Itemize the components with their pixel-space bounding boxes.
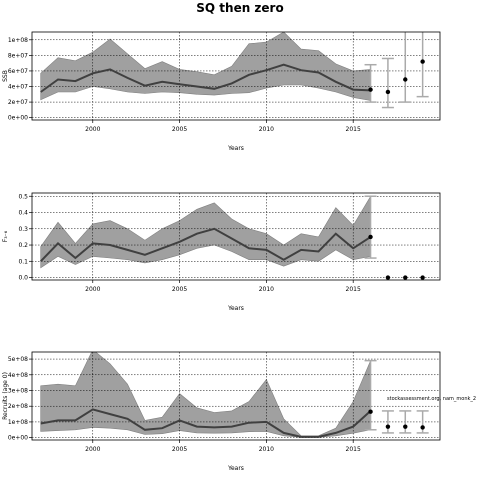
forecast-point (403, 77, 408, 82)
panel-2: 2000 2005 2010 2015 0.0 0.1 0.2 0.3 0.4 0.5 Years F… (2, 192, 441, 312)
y-axis-label: F₃₋₆ (2, 230, 9, 242)
x-tick-label: 2015 (346, 126, 361, 133)
x-tick-label: 2005 (172, 126, 187, 133)
forecast-point (385, 89, 391, 95)
y-tick-label: 0.3 (18, 226, 28, 233)
forecast-point (368, 87, 373, 92)
y-tick-label: 2e+08 (8, 403, 28, 410)
y-tick-label: 1e+08 (8, 37, 28, 44)
plot-frame (31, 31, 441, 121)
y-tick-label: 4e+07 (8, 84, 28, 91)
y-tick-label: 0.4 (18, 210, 28, 217)
forecast-point (420, 59, 425, 64)
forecast-point (385, 275, 391, 280)
confidence-band (40, 352, 371, 438)
plot-frame (31, 351, 441, 441)
x-axis-label: Years (227, 465, 244, 472)
x-tick-label: 2010 (259, 446, 274, 453)
forecast-point (368, 234, 373, 240)
x-axis-label: Years (227, 305, 244, 312)
y-tick-label: 1e+08 (8, 419, 28, 426)
y-tick-label: 6e+07 (8, 68, 28, 75)
confidence-band (40, 32, 371, 101)
x-axis-label: Years (227, 145, 244, 152)
x-tick-label: 2005 (172, 446, 187, 453)
x-tick-label: 2000 (85, 446, 100, 453)
x-tick-label: 2000 (85, 286, 100, 293)
estimate-line (40, 408, 372, 438)
y-tick-label: 4e+08 (8, 372, 28, 379)
figure-title: SQ then zero (196, 1, 283, 15)
y-tick-label: 0e+00 (8, 115, 28, 122)
forecast-point (403, 424, 408, 429)
x-tick-label: 2005 (172, 286, 187, 293)
x-tick-label: 2000 (85, 126, 100, 133)
y-tick-label: 0.5 (18, 193, 28, 200)
x-tick-label: 2010 (259, 126, 274, 133)
x-tick-label: 2010 (259, 286, 274, 293)
forecast-point (420, 275, 425, 280)
y-tick-label: 0.1 (18, 258, 28, 265)
forecast-point (385, 424, 391, 429)
panel-3: 2000 2005 2010 2015 0e+00 1e+08 2e+08 3e+08 4e+0… (2, 351, 441, 472)
plot-frame (31, 192, 441, 281)
panel-1: 2000 2005 2010 2015 0e+00 2e+07 4e+07 6e+07 8e+0… (2, 31, 441, 152)
y-tick-label: 0e+00 (8, 435, 28, 442)
forecast-point (420, 425, 425, 430)
y-tick-label: 0.2 (18, 242, 28, 249)
y-tick-label: 5e+08 (8, 356, 28, 363)
forecast-point (368, 409, 373, 414)
y-tick-label: 0.0 (18, 275, 28, 282)
y-tick-label: 8e+07 (8, 52, 28, 59)
x-tick-label: 2015 (346, 286, 361, 293)
x-tick-label: 2015 (346, 446, 361, 453)
estimate-line (39, 227, 372, 262)
y-axis-label: SSB (2, 70, 9, 82)
forecast-point (403, 275, 408, 280)
y-tick-label: 3e+08 (8, 388, 28, 395)
watermark: stockassessment.org, nam_monk_2 (387, 396, 476, 402)
estimate-line (40, 63, 371, 93)
y-axis-label: Recruits (age 0) (2, 372, 9, 420)
y-tick-label: 2e+07 (8, 99, 28, 106)
